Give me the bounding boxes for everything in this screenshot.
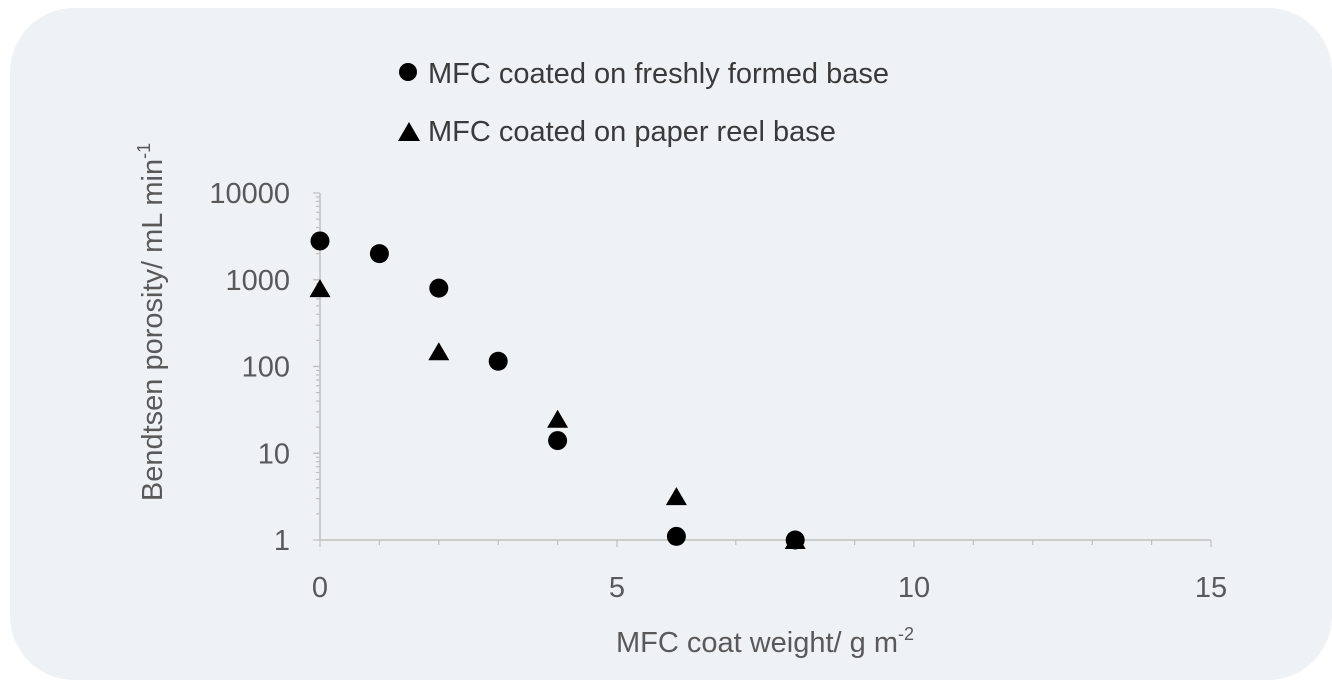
y-axis-title-sup: -1	[134, 143, 154, 159]
y-tick-label: 1	[274, 525, 290, 557]
legend-label-freshly-formed: MFC coated on freshly formed base	[428, 58, 889, 90]
x-tick-labels: 0 5 10 15	[312, 572, 1227, 604]
point-freshly-formed	[429, 278, 449, 298]
legend-item-freshly-formed: MFC coated on freshly formed base	[399, 58, 889, 90]
x-axis-title-text: MFC coat weight/ g m	[616, 627, 898, 659]
y-tick-label: 100	[242, 352, 290, 384]
x-axis-title-sup: -2	[898, 624, 914, 644]
legend: MFC coated on freshly formed base MFC co…	[398, 58, 889, 148]
x-axis-title: MFC coat weight/ g m-2	[616, 624, 914, 659]
x-tick-label: 0	[312, 572, 328, 604]
point-paper-reel	[428, 342, 450, 361]
x-tick-label: 5	[609, 572, 625, 604]
point-freshly-formed	[488, 351, 508, 371]
axes	[313, 192, 1212, 547]
point-freshly-formed	[369, 244, 389, 264]
x-tick-label: 10	[898, 572, 930, 604]
point-paper-reel	[309, 279, 331, 298]
data-markers	[309, 231, 806, 550]
point-paper-reel	[784, 531, 806, 549]
legend-item-paper-reel: MFC coated on paper reel base	[398, 116, 836, 148]
y-axis-title: Bendtsen porosity/ mL min-1	[134, 143, 169, 501]
legend-marker-circle	[399, 63, 417, 81]
y-tick-label: 10	[258, 438, 290, 470]
point-freshly-formed	[548, 431, 568, 451]
point-paper-reel	[665, 487, 687, 506]
point-freshly-formed	[310, 231, 330, 251]
y-tick-label: 10000	[209, 178, 290, 210]
chart-panel	[10, 8, 1332, 680]
point-freshly-formed	[666, 526, 686, 546]
point-paper-reel	[547, 409, 569, 428]
y-tick-label: 1000	[225, 265, 290, 297]
legend-marker-triangle	[398, 122, 420, 141]
x-tick-label: 15	[1195, 572, 1227, 604]
legend-label-paper-reel: MFC coated on paper reel base	[428, 116, 836, 148]
y-tick-labels: 1 10 100 1000 10000	[209, 178, 290, 557]
y-axis-title-text: Bendtsen porosity/ mL min	[137, 159, 169, 501]
